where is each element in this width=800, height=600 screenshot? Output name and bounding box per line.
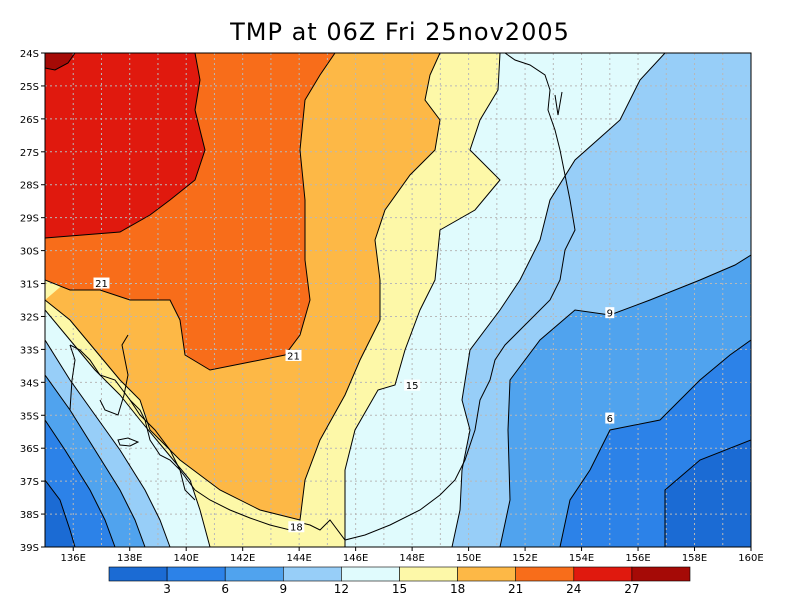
- colorbar-swatch: [224, 566, 284, 582]
- chart-title: TMP at 06Z Fri 25nov2005: [230, 18, 570, 46]
- contour-label-bg: [285, 349, 302, 361]
- contour-15-sw: [45, 309, 211, 547]
- gulf-st-vincent-coast: [99, 334, 129, 416]
- coastline: [69, 53, 576, 541]
- colorbar-swatch: [108, 566, 168, 582]
- contour-label: 15: [406, 381, 419, 392]
- border-line: [554, 91, 563, 116]
- contour-12-sw: [45, 339, 171, 547]
- colorbar-swatch: [341, 566, 400, 582]
- x-tick-label: 144E: [286, 553, 311, 564]
- colorbar-swatch: [631, 566, 691, 582]
- x-tick-label: 138E: [117, 553, 142, 564]
- colorbar-label: 12: [334, 582, 349, 596]
- grid-lines: [45, 53, 751, 547]
- colorbar-label: 18: [450, 582, 465, 596]
- colorbar-swatch: [282, 566, 342, 582]
- colorbar-swatch: [457, 566, 517, 582]
- x-tick-label: 146E: [343, 553, 368, 564]
- colorbar-swatch: [166, 566, 226, 582]
- colorbar-swatch: [515, 566, 575, 582]
- murray-mouth-coast: [129, 399, 196, 501]
- contour-21: [45, 53, 336, 371]
- band-0-3-sw: [45, 480, 75, 547]
- y-axis-ticks: 24S 25S 26S 27S 28S 29S 30S 31S 32S 33S 34S 35S 36S 3…: [20, 49, 45, 554]
- x-tick-label: 148E: [399, 553, 424, 564]
- contour-3-sw: [45, 479, 76, 547]
- contour-18: [45, 53, 441, 521]
- contour-9-sw: [45, 374, 146, 547]
- colorbar-label: 9: [279, 582, 287, 596]
- kangaroo-island: [117, 437, 140, 447]
- contour-6-sw: [45, 419, 116, 547]
- x-tick-label: 152E: [512, 553, 537, 564]
- band-27-plus: [45, 53, 75, 70]
- x-tick-label: 160E: [738, 553, 763, 564]
- contour-label-bg: [93, 277, 110, 289]
- y-tick-label: 29S: [20, 214, 39, 225]
- colorbar-label: 15: [392, 582, 407, 596]
- colorbar-label: 21: [508, 582, 523, 596]
- colorbar-swatch: [399, 566, 458, 582]
- contour-label: 21: [287, 351, 300, 362]
- contour-labels: 21 21 15 18 9 6: [93, 277, 615, 534]
- band-0-3-east: [665, 440, 751, 547]
- x-tick-label: 150E: [456, 553, 481, 564]
- y-tick-label: 33S: [20, 345, 39, 356]
- spencer-gulf-coast: [69, 344, 76, 411]
- x-tick-label: 140E: [173, 553, 198, 564]
- y-tick-label: 26S: [20, 115, 39, 126]
- colorbar-label: 27: [624, 582, 639, 596]
- y-tick-label: 34S: [20, 378, 39, 389]
- y-tick-label: 32S: [20, 312, 39, 323]
- y-tick-label: 25S: [20, 82, 39, 93]
- contour-9: [499, 254, 751, 547]
- contour-label-bg: [288, 521, 305, 533]
- colorbar: 3 6 9 12 15 18 21 24 27: [108, 566, 691, 596]
- contour-label-bg: [404, 379, 421, 391]
- x-tick-label: 158E: [682, 553, 707, 564]
- contour-27: [45, 53, 76, 71]
- temperature-fill-bands: [45, 53, 751, 547]
- y-tick-label: 24S: [20, 49, 39, 60]
- y-tick-label: 37S: [20, 477, 39, 488]
- x-tick-label: 136E: [61, 553, 86, 564]
- x-tick-label: 142E: [230, 553, 255, 564]
- x-tick-label: 154E: [569, 553, 594, 564]
- y-tick-label: 30S: [20, 247, 39, 258]
- plot-frame: [44, 52, 752, 548]
- y-tick-label: 36S: [20, 444, 39, 455]
- colorbar-label: 6: [221, 582, 229, 596]
- contour-6: [559, 339, 751, 547]
- contour-label: 21: [95, 279, 108, 290]
- contour-label: 9: [607, 309, 613, 320]
- y-tick-label: 35S: [20, 411, 39, 422]
- contour-label-bg: [605, 307, 615, 319]
- colorbar-label: 3: [163, 582, 171, 596]
- y-tick-label: 31S: [20, 280, 39, 291]
- x-axis-ticks: 136E 138E 140E 142E 144E 146E 148E 150E 152E 154E…: [61, 547, 764, 564]
- y-tick-label: 38S: [20, 510, 39, 521]
- contour-3: [664, 439, 751, 547]
- contour-15: [344, 53, 501, 547]
- contour-24: [45, 53, 206, 239]
- colorbar-swatch: [573, 566, 633, 582]
- y-tick-label: 27S: [20, 148, 39, 159]
- contour-label-bg: [605, 412, 615, 424]
- contour-label: 18: [290, 523, 303, 534]
- east-coastline: [69, 53, 576, 541]
- contour-label: 6: [607, 414, 613, 425]
- y-tick-label: 28S: [20, 181, 39, 192]
- colorbar-label: 24: [566, 582, 581, 596]
- band-24-27: [45, 53, 205, 238]
- y-tick-label: 39S: [20, 543, 39, 554]
- x-tick-label: 156E: [625, 553, 650, 564]
